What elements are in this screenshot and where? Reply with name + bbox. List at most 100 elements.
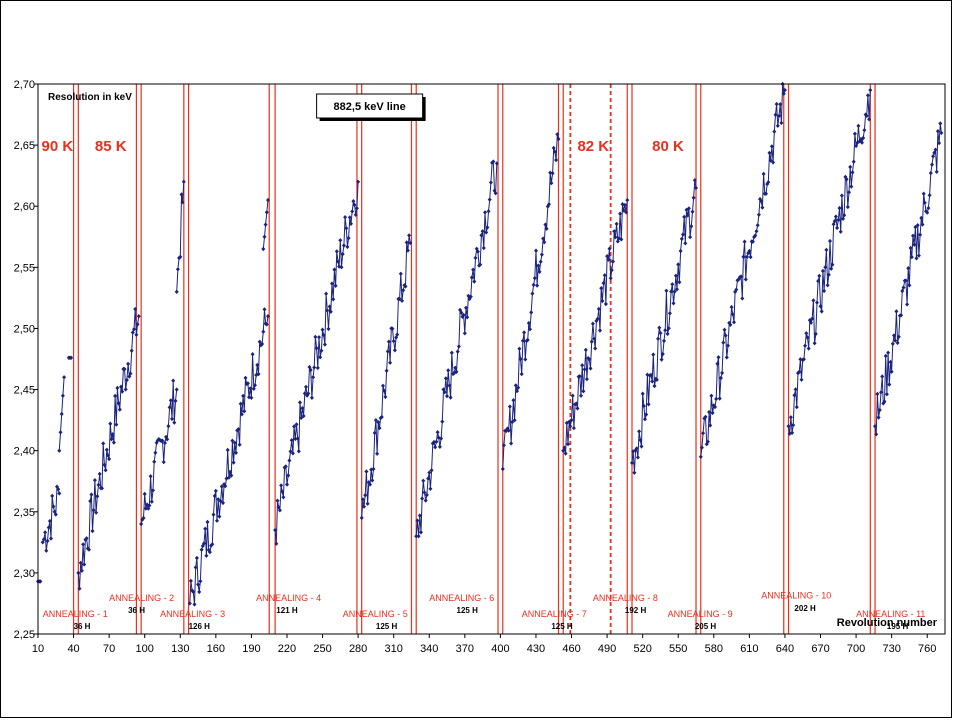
- data-point: [151, 488, 155, 493]
- data-point: [69, 355, 74, 360]
- data-point: [398, 271, 403, 276]
- data-point: [434, 439, 439, 444]
- data-point: [826, 272, 831, 277]
- data-point: [759, 199, 764, 204]
- data-point: [820, 268, 825, 274]
- data-point: [249, 395, 254, 400]
- data-point: [892, 333, 896, 338]
- data-point: [901, 285, 906, 290]
- data-point: [833, 214, 838, 219]
- data-point: [327, 304, 332, 309]
- data-point: [292, 424, 297, 429]
- data-point: [589, 339, 594, 344]
- data-point: [587, 357, 592, 362]
- data-point: [919, 215, 924, 221]
- data-point: [239, 412, 244, 417]
- data-point: [420, 496, 425, 501]
- series-line: [874, 123, 942, 435]
- data-point: [338, 238, 343, 243]
- data-point: [599, 286, 604, 291]
- data-point: [448, 395, 453, 400]
- data-point: [191, 589, 196, 595]
- data-point: [825, 283, 830, 288]
- data-point: [89, 492, 94, 497]
- data-point: [681, 232, 685, 237]
- data-point: [397, 296, 402, 302]
- y-tick-label: 2,35: [14, 507, 35, 519]
- data-point: [111, 440, 116, 445]
- data-point: [165, 437, 170, 442]
- data-point: [818, 304, 823, 309]
- data-point: [582, 367, 587, 372]
- annealing-hours-label: 195 H: [887, 622, 909, 631]
- temperature-label: 85 K: [95, 138, 127, 155]
- data-point: [529, 310, 534, 315]
- data-point: [640, 391, 645, 396]
- data-point: [363, 493, 368, 498]
- data-point: [395, 332, 400, 337]
- data-point: [677, 280, 682, 285]
- x-tick-label: 430: [527, 643, 545, 655]
- data-point: [429, 468, 434, 473]
- data-point: [745, 254, 749, 260]
- data-point: [729, 304, 734, 310]
- data-point: [135, 322, 140, 327]
- data-point: [203, 526, 208, 531]
- data-point: [638, 437, 643, 443]
- data-point: [912, 242, 917, 247]
- data-point: [676, 262, 681, 267]
- data-point: [660, 351, 665, 357]
- data-point: [724, 355, 729, 360]
- data-point: [927, 193, 932, 198]
- data-point: [168, 398, 173, 403]
- data-point: [245, 381, 250, 386]
- data-point: [755, 223, 760, 228]
- data-point: [579, 393, 583, 398]
- data-point: [117, 407, 122, 412]
- data-point: [205, 519, 210, 525]
- data-point: [709, 393, 714, 398]
- data-point: [742, 239, 747, 244]
- data-point: [488, 180, 493, 185]
- data-point: [507, 404, 512, 409]
- data-point: [547, 202, 551, 207]
- data-point: [868, 87, 873, 93]
- data-point: [799, 377, 804, 382]
- data-point: [532, 275, 537, 281]
- data-point: [609, 267, 614, 273]
- series-line: [631, 180, 697, 473]
- data-point: [95, 494, 100, 499]
- data-point: [810, 316, 815, 321]
- title-box-label: 882,5 keV line: [334, 101, 406, 113]
- data-point: [309, 395, 314, 400]
- data-point: [925, 210, 930, 215]
- data-point: [914, 256, 919, 261]
- data-point: [108, 421, 113, 426]
- data-point: [43, 530, 48, 535]
- data-point: [350, 209, 355, 214]
- data-point: [535, 283, 540, 288]
- data-point: [94, 510, 99, 515]
- data-point: [353, 212, 358, 217]
- data-point: [877, 407, 882, 413]
- data-point: [213, 488, 218, 494]
- data-point: [279, 483, 284, 488]
- data-point: [468, 294, 473, 299]
- annealing-label: ANNEALING - 4: [256, 593, 321, 603]
- data-point: [459, 310, 464, 315]
- data-point: [304, 384, 308, 390]
- data-point: [639, 444, 644, 449]
- data-point: [126, 361, 131, 367]
- data-point: [625, 197, 630, 203]
- data-point: [263, 222, 268, 227]
- data-point: [217, 514, 222, 519]
- data-point: [280, 489, 285, 494]
- data-point: [371, 466, 376, 472]
- data-point: [781, 91, 786, 96]
- data-point: [281, 495, 286, 500]
- data-point: [515, 388, 519, 394]
- data-point: [368, 482, 372, 487]
- data-point: [266, 314, 270, 319]
- data-point: [136, 314, 141, 319]
- data-point: [672, 289, 677, 294]
